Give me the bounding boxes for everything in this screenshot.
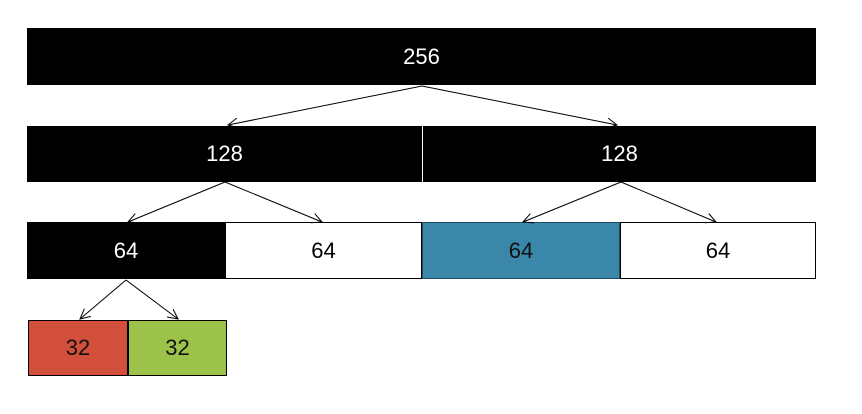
block-128-right: 128 [423, 126, 816, 182]
block-64-third: 64 [422, 222, 620, 279]
block-64-third-label: 64 [508, 237, 534, 263]
arrow-64-to-32-right [125, 279, 178, 319]
arrow-128-right-to-64-fourth [620, 181, 716, 222]
block-64-fourth-label: 64 [705, 237, 731, 263]
block-64-first: 64 [27, 222, 225, 279]
block-64-second: 64 [225, 222, 422, 279]
block-32-left: 32 [28, 320, 128, 376]
arrow-128-left-to-64-second [224, 181, 322, 222]
arrow-128-left-to-64-first [128, 181, 226, 222]
block-256: 256 [27, 28, 816, 85]
block-128-left-label: 128 [206, 141, 243, 166]
block-32-left-label: 32 [65, 335, 91, 360]
arrow-256-to-128-right [421, 85, 617, 125]
block-128-left: 128 [27, 126, 422, 182]
block-64-first-label: 64 [113, 237, 139, 263]
arrow-128-right-to-64-third [523, 181, 622, 222]
block-64-fourth: 64 [620, 222, 816, 279]
block-128-right-label: 128 [601, 141, 638, 166]
block-32-right: 32 [128, 320, 227, 376]
arrow-256-to-128-left [228, 85, 423, 125]
block-256-label: 256 [403, 43, 440, 69]
block-32-right-label: 32 [165, 335, 190, 360]
arrow-64-to-32-left [80, 279, 127, 319]
block-64-second-label: 64 [311, 237, 336, 263]
